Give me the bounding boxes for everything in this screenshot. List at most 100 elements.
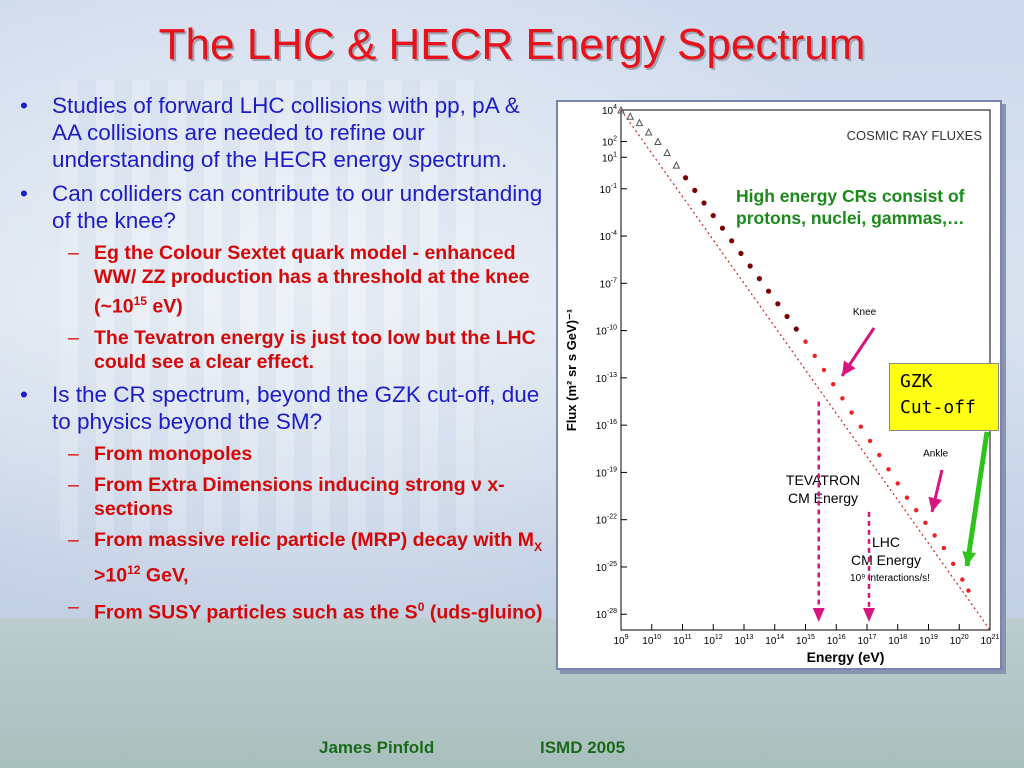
sub-bullet-text: From monopoles: [94, 442, 253, 465]
sub-bullet-text: From SUSY particles such as the S: [94, 601, 418, 624]
data-point: [663, 148, 671, 157]
bullet-text: Is the CR spectrum, beyond the GZK cut-o…: [52, 381, 540, 434]
knee-label: Knee: [853, 307, 877, 318]
tevatron-label: TEVATRON: [786, 472, 860, 488]
sub-bullet-mark: –: [68, 528, 79, 551]
data-point: [923, 520, 928, 526]
bullet-text: Studies of forward LHC collisions with p…: [52, 93, 520, 172]
data-point: [738, 250, 744, 256]
x-tick-label: 1014: [765, 634, 784, 647]
tevatron-arrowhead: [812, 608, 825, 622]
chart-title: COSMIC RAY FLUXES: [847, 128, 983, 143]
tevatron-label: CM Energy: [788, 490, 858, 506]
lhc-arrowhead: [863, 608, 875, 622]
superscript: 15: [133, 294, 148, 308]
sub-bullet-text: From massive relic particle (MRP) decay …: [94, 528, 534, 551]
data-point: [812, 353, 817, 359]
sub-bullet-mark: –: [68, 326, 79, 349]
y-tick-label: 102: [602, 136, 617, 149]
data-point: [756, 276, 762, 282]
y-tick-label: 10-4: [600, 230, 617, 243]
data-point: [830, 381, 836, 387]
gzk-cutoff-box: GZK Cut-off: [889, 363, 999, 431]
sub-bullet-text: >10: [94, 564, 128, 587]
data-point: [672, 161, 681, 169]
data-point: [701, 200, 707, 206]
slide-title: The LHC & HECR Energy Spectrum: [158, 20, 866, 69]
sub-bullet-item: – From monopoles: [10, 442, 550, 466]
sub-bullet-text: GeV,: [140, 564, 189, 587]
bullet-text: Can colliders can contribute to our unde…: [52, 181, 543, 233]
data-point: [692, 187, 698, 193]
data-point: [932, 533, 937, 538]
y-tick-label: 10-22: [596, 514, 617, 527]
data-point: [877, 452, 882, 458]
x-tick-label: 1021: [981, 634, 1000, 647]
data-point: [719, 225, 726, 231]
data-point: [784, 313, 790, 320]
sub-bullet-text: eV): [147, 295, 183, 318]
sub-bullet-mark: –: [68, 242, 79, 264]
y-tick-label: 104: [602, 104, 617, 117]
sub-bullet-item: – Eg the Colour Sextet quark model - enh…: [10, 241, 550, 319]
y-axis-label: Flux (m² sr s GeV)⁻¹: [564, 309, 579, 431]
y-tick-label: 10-10: [596, 325, 617, 338]
data-point: [803, 339, 808, 344]
bullet-mark: •: [20, 93, 28, 118]
x-tick-label: 1015: [796, 634, 815, 647]
bullet-item: • Can colliders can contribute to our un…: [10, 180, 550, 234]
data-point: [867, 438, 873, 444]
sub-bullet-item: – The Tevatron energy is just too low bu…: [10, 326, 550, 374]
data-point: [840, 396, 845, 401]
superscript: 0: [417, 599, 425, 614]
data-point: [895, 481, 900, 486]
lhc-label: LHC: [872, 534, 900, 550]
x-tick-label: 1020: [950, 634, 969, 647]
y-tick-label: 10-28: [596, 608, 617, 621]
gzk-label: Cut-off: [900, 397, 976, 418]
data-point: [682, 175, 689, 181]
greek-nu: ν: [471, 473, 482, 496]
data-point: [950, 561, 956, 567]
sub-bullet-item: – From Extra Dimensions inducing strong …: [10, 473, 550, 521]
data-point: [729, 238, 735, 244]
y-tick-label: 10-16: [596, 419, 617, 432]
y-tick-label: 10-7: [600, 277, 617, 290]
data-point: [849, 410, 854, 415]
x-tick-label: 1018: [888, 634, 907, 647]
bullet-item: • Studies of forward LHC collisions with…: [10, 92, 550, 173]
data-point: [747, 263, 753, 269]
bullet-list: • Studies of forward LHC collisions with…: [10, 92, 550, 631]
bullet-mark: •: [20, 181, 28, 206]
reference-line: [620, 109, 991, 631]
y-tick-label: 10-19: [596, 466, 617, 479]
x-axis-label: Energy (eV): [807, 649, 885, 665]
y-tick-label: 101: [602, 151, 617, 164]
footer-conference: ISMD 2005: [540, 738, 626, 757]
data-point: [617, 105, 625, 114]
sub-bullet-mark: –: [68, 595, 79, 618]
lhc-rate-label: 10⁹ interactions/s!: [850, 573, 930, 584]
x-tick-label: 1013: [735, 634, 754, 647]
sub-bullet-text: Eg the Colour Sextet quark model - enhan…: [94, 242, 530, 318]
sub-bullet-text: From Extra Dimensions inducing strong: [94, 473, 472, 496]
data-point: [914, 508, 919, 513]
data-point: [775, 301, 781, 307]
high-energy-note: High energy CRs consist of protons, nucl…: [736, 186, 965, 228]
x-tick-label: 1010: [642, 634, 661, 647]
y-tick-label: 10-1: [600, 183, 617, 196]
data-point: [886, 467, 891, 472]
x-tick-label: 1011: [673, 634, 691, 647]
superscript: 12: [127, 563, 141, 578]
sub-bullet-mark: –: [68, 473, 79, 496]
data-point: [904, 495, 910, 500]
sub-bullet-text: x-sections: [94, 473, 505, 520]
sub-bullet-item: – From SUSY particles such as the S0 (ud…: [10, 595, 550, 625]
data-point: [966, 588, 971, 593]
y-tick-label: 10-25: [596, 561, 617, 574]
lhc-label: CM Energy: [851, 552, 921, 568]
x-tick-label: 1017: [858, 634, 877, 647]
data-point: [941, 545, 947, 551]
bullet-mark: •: [20, 381, 28, 407]
data-point: [710, 212, 716, 219]
